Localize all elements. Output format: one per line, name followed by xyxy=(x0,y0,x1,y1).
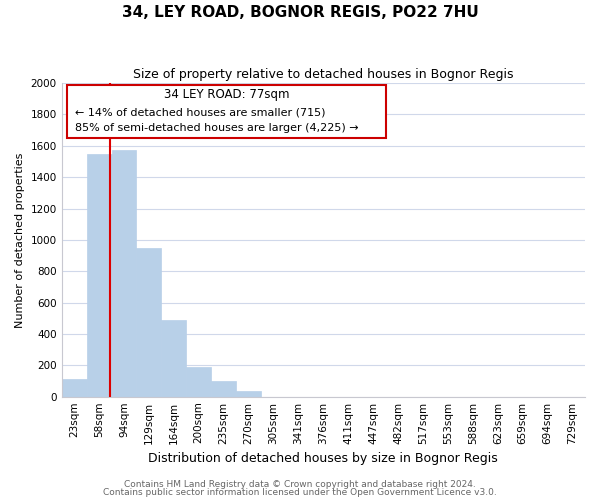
Text: 34, LEY ROAD, BOGNOR REGIS, PO22 7HU: 34, LEY ROAD, BOGNOR REGIS, PO22 7HU xyxy=(122,5,478,20)
Bar xyxy=(86,154,112,396)
Bar xyxy=(186,367,211,396)
Text: ← 14% of detached houses are smaller (715): ← 14% of detached houses are smaller (71… xyxy=(75,108,325,118)
X-axis label: Distribution of detached houses by size in Bognor Regis: Distribution of detached houses by size … xyxy=(148,452,498,465)
Bar xyxy=(112,150,136,396)
FancyBboxPatch shape xyxy=(67,84,386,138)
Text: Contains HM Land Registry data © Crown copyright and database right 2024.: Contains HM Land Registry data © Crown c… xyxy=(124,480,476,489)
Y-axis label: Number of detached properties: Number of detached properties xyxy=(15,152,25,328)
Bar xyxy=(236,391,261,396)
Text: 85% of semi-detached houses are larger (4,225) →: 85% of semi-detached houses are larger (… xyxy=(75,123,358,133)
Bar xyxy=(62,380,86,396)
Bar xyxy=(211,381,236,396)
Title: Size of property relative to detached houses in Bognor Regis: Size of property relative to detached ho… xyxy=(133,68,514,80)
Bar xyxy=(161,320,186,396)
Text: 34 LEY ROAD: 77sqm: 34 LEY ROAD: 77sqm xyxy=(164,88,289,101)
Bar xyxy=(136,248,161,396)
Text: Contains public sector information licensed under the Open Government Licence v3: Contains public sector information licen… xyxy=(103,488,497,497)
